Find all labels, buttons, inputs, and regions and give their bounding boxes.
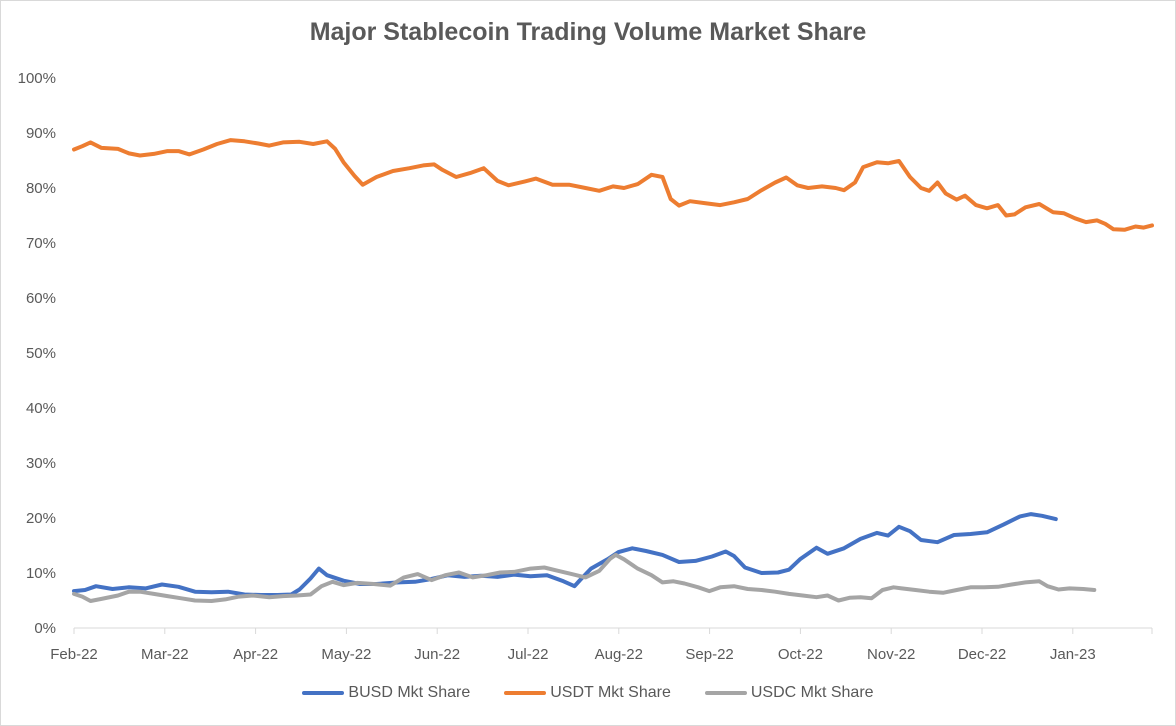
y-tick-label: 20% xyxy=(26,510,56,527)
y-tick-label: 100% xyxy=(18,70,56,87)
x-tick-label: Aug-22 xyxy=(595,646,643,663)
legend-label-usdt: USDT Mkt Share xyxy=(550,684,671,701)
x-tick-label: Dec-22 xyxy=(958,646,1006,663)
y-tick-label: 10% xyxy=(26,565,56,582)
legend-item-usdc: USDC Mkt Share xyxy=(704,684,874,702)
x-tick-label: Jan-23 xyxy=(1050,646,1096,663)
x-tick-label: Jul-22 xyxy=(508,646,549,663)
y-tick-label: 0% xyxy=(34,620,56,637)
y-tick-label: 50% xyxy=(26,345,56,362)
y-tick-label: 90% xyxy=(26,125,56,142)
x-tick-label: May-22 xyxy=(321,646,371,663)
x-tick-label: Jun-22 xyxy=(414,646,460,663)
legend-swatch-busd xyxy=(302,691,345,695)
chart-legend: BUSD Mkt Share USDT Mkt Share USDC Mkt S… xyxy=(0,684,1176,702)
y-tick-label: 60% xyxy=(26,290,56,307)
y-tick-label: 80% xyxy=(26,180,56,197)
legend-label-busd: BUSD Mkt Share xyxy=(348,684,471,701)
x-tick-label: Nov-22 xyxy=(867,646,915,663)
x-tick-label: Mar-22 xyxy=(141,646,189,663)
series-line-busd xyxy=(72,512,1058,597)
x-tick-label: Feb-22 xyxy=(50,646,98,663)
legend-item-busd: BUSD Mkt Share xyxy=(302,684,470,702)
series-lines xyxy=(72,138,1154,603)
y-tick-label: 30% xyxy=(26,455,56,472)
axes: 0% 10% 20% 30% 40% 50% 60% 70% 80% 90% 100% Feb-22 M… xyxy=(18,70,1153,663)
legend-swatch-usdc xyxy=(704,691,747,695)
x-tick-label: Sep-22 xyxy=(685,646,733,663)
x-tick-label: Apr-22 xyxy=(233,646,278,663)
series-line-usdt xyxy=(72,138,1154,232)
x-tick-label: Oct-22 xyxy=(778,646,823,663)
legend-item-usdt: USDT Mkt Share xyxy=(504,684,671,702)
series-line-usdc xyxy=(72,552,1097,603)
legend-label-usdc: USDC Mkt Share xyxy=(750,684,874,701)
chart-title: Major Stablecoin Trading Volume Market S… xyxy=(309,18,867,46)
y-tick-label: 70% xyxy=(26,235,56,252)
y-tick-label: 40% xyxy=(26,400,56,417)
legend-swatch-usdt xyxy=(504,691,547,695)
